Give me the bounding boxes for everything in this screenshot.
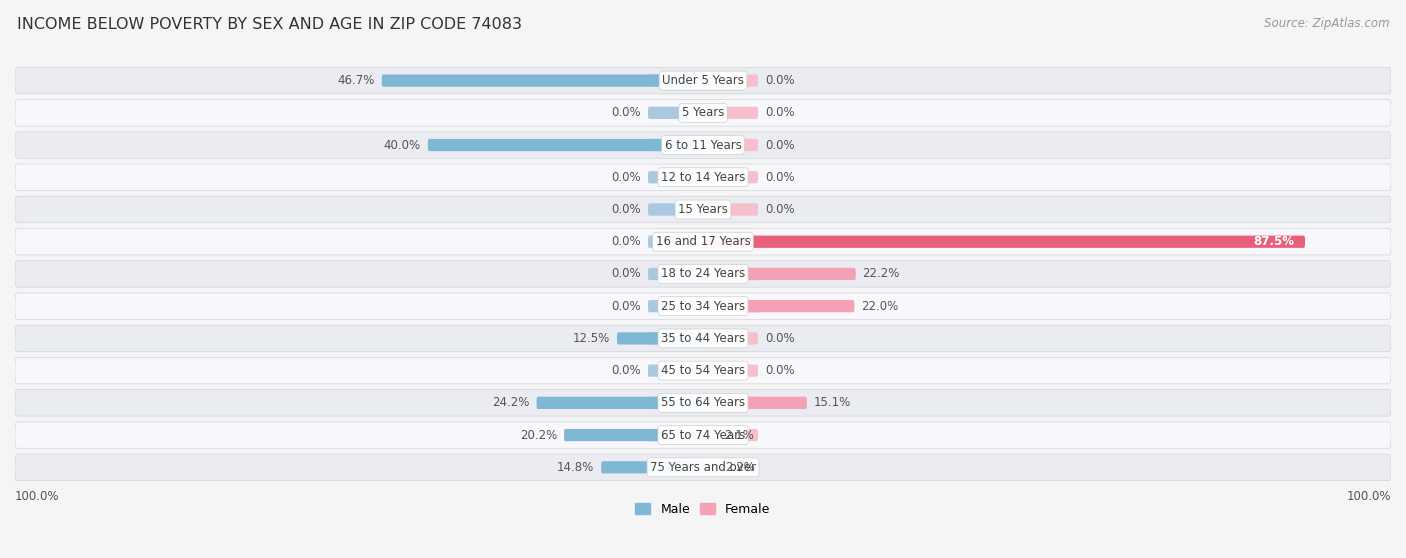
FancyBboxPatch shape (703, 332, 758, 344)
Text: Source: ZipAtlas.com: Source: ZipAtlas.com (1264, 17, 1389, 30)
FancyBboxPatch shape (703, 139, 758, 151)
FancyBboxPatch shape (15, 132, 1391, 158)
FancyBboxPatch shape (648, 139, 703, 151)
Text: 16 and 17 Years: 16 and 17 Years (655, 235, 751, 248)
Text: 0.0%: 0.0% (612, 267, 641, 281)
FancyBboxPatch shape (703, 268, 856, 280)
FancyBboxPatch shape (648, 461, 703, 473)
Text: 40.0%: 40.0% (384, 138, 420, 152)
Text: 12 to 14 Years: 12 to 14 Years (661, 171, 745, 184)
Text: 12.5%: 12.5% (572, 332, 610, 345)
FancyBboxPatch shape (703, 397, 807, 409)
FancyBboxPatch shape (15, 164, 1391, 190)
FancyBboxPatch shape (648, 300, 703, 312)
FancyBboxPatch shape (15, 454, 1391, 480)
Text: 35 to 44 Years: 35 to 44 Years (661, 332, 745, 345)
Text: 75 Years and over: 75 Years and over (650, 461, 756, 474)
FancyBboxPatch shape (15, 389, 1391, 416)
Text: 14.8%: 14.8% (557, 461, 595, 474)
FancyBboxPatch shape (648, 74, 703, 86)
FancyBboxPatch shape (648, 397, 703, 409)
FancyBboxPatch shape (703, 235, 758, 248)
FancyBboxPatch shape (15, 293, 1391, 319)
Text: 0.0%: 0.0% (612, 300, 641, 312)
Text: 100.0%: 100.0% (1347, 490, 1391, 503)
FancyBboxPatch shape (648, 268, 703, 280)
FancyBboxPatch shape (15, 99, 1391, 126)
Text: 18 to 24 Years: 18 to 24 Years (661, 267, 745, 281)
FancyBboxPatch shape (15, 422, 1391, 448)
FancyBboxPatch shape (648, 171, 703, 184)
FancyBboxPatch shape (703, 429, 717, 441)
FancyBboxPatch shape (703, 107, 758, 119)
FancyBboxPatch shape (703, 74, 758, 86)
Text: 5 Years: 5 Years (682, 107, 724, 119)
Text: 24.2%: 24.2% (492, 396, 530, 410)
Text: 2.2%: 2.2% (725, 461, 755, 474)
Text: 100.0%: 100.0% (15, 490, 59, 503)
FancyBboxPatch shape (617, 332, 703, 344)
FancyBboxPatch shape (703, 300, 758, 312)
Legend: Male, Female: Male, Female (630, 498, 776, 521)
FancyBboxPatch shape (648, 364, 703, 377)
Text: 0.0%: 0.0% (765, 171, 794, 184)
FancyBboxPatch shape (15, 196, 1391, 223)
Text: 0.0%: 0.0% (765, 203, 794, 216)
FancyBboxPatch shape (648, 203, 703, 215)
Text: 0.0%: 0.0% (612, 203, 641, 216)
Text: 46.7%: 46.7% (337, 74, 375, 87)
FancyBboxPatch shape (648, 429, 703, 441)
FancyBboxPatch shape (703, 364, 758, 377)
FancyBboxPatch shape (564, 429, 703, 441)
FancyBboxPatch shape (15, 229, 1391, 255)
FancyBboxPatch shape (703, 171, 758, 184)
Text: 0.0%: 0.0% (765, 74, 794, 87)
FancyBboxPatch shape (703, 268, 758, 280)
Text: 0.0%: 0.0% (612, 364, 641, 377)
FancyBboxPatch shape (427, 139, 703, 151)
Text: 45 to 54 Years: 45 to 54 Years (661, 364, 745, 377)
Text: 6 to 11 Years: 6 to 11 Years (665, 138, 741, 152)
FancyBboxPatch shape (703, 397, 758, 409)
Text: Under 5 Years: Under 5 Years (662, 74, 744, 87)
FancyBboxPatch shape (703, 461, 758, 473)
FancyBboxPatch shape (15, 68, 1391, 94)
Text: 0.0%: 0.0% (765, 364, 794, 377)
FancyBboxPatch shape (537, 397, 703, 409)
Text: 0.0%: 0.0% (612, 107, 641, 119)
FancyBboxPatch shape (15, 261, 1391, 287)
FancyBboxPatch shape (703, 235, 1305, 248)
Text: 15.1%: 15.1% (814, 396, 851, 410)
Text: 55 to 64 Years: 55 to 64 Years (661, 396, 745, 410)
FancyBboxPatch shape (15, 325, 1391, 352)
FancyBboxPatch shape (648, 107, 703, 119)
Text: INCOME BELOW POVERTY BY SEX AND AGE IN ZIP CODE 74083: INCOME BELOW POVERTY BY SEX AND AGE IN Z… (17, 17, 522, 32)
Text: 2.1%: 2.1% (724, 429, 754, 441)
FancyBboxPatch shape (602, 461, 703, 473)
FancyBboxPatch shape (15, 358, 1391, 384)
Text: 87.5%: 87.5% (1254, 235, 1295, 248)
Text: 22.2%: 22.2% (863, 267, 900, 281)
Text: 25 to 34 Years: 25 to 34 Years (661, 300, 745, 312)
Text: 0.0%: 0.0% (612, 171, 641, 184)
Text: 0.0%: 0.0% (765, 332, 794, 345)
Text: 0.0%: 0.0% (765, 138, 794, 152)
Text: 0.0%: 0.0% (612, 235, 641, 248)
Text: 22.0%: 22.0% (862, 300, 898, 312)
FancyBboxPatch shape (703, 203, 758, 215)
Text: 0.0%: 0.0% (765, 107, 794, 119)
FancyBboxPatch shape (648, 332, 703, 344)
FancyBboxPatch shape (648, 235, 703, 248)
FancyBboxPatch shape (703, 461, 718, 473)
FancyBboxPatch shape (703, 300, 855, 312)
Text: 20.2%: 20.2% (520, 429, 557, 441)
FancyBboxPatch shape (381, 74, 703, 86)
Text: 15 Years: 15 Years (678, 203, 728, 216)
FancyBboxPatch shape (703, 429, 758, 441)
Text: 65 to 74 Years: 65 to 74 Years (661, 429, 745, 441)
